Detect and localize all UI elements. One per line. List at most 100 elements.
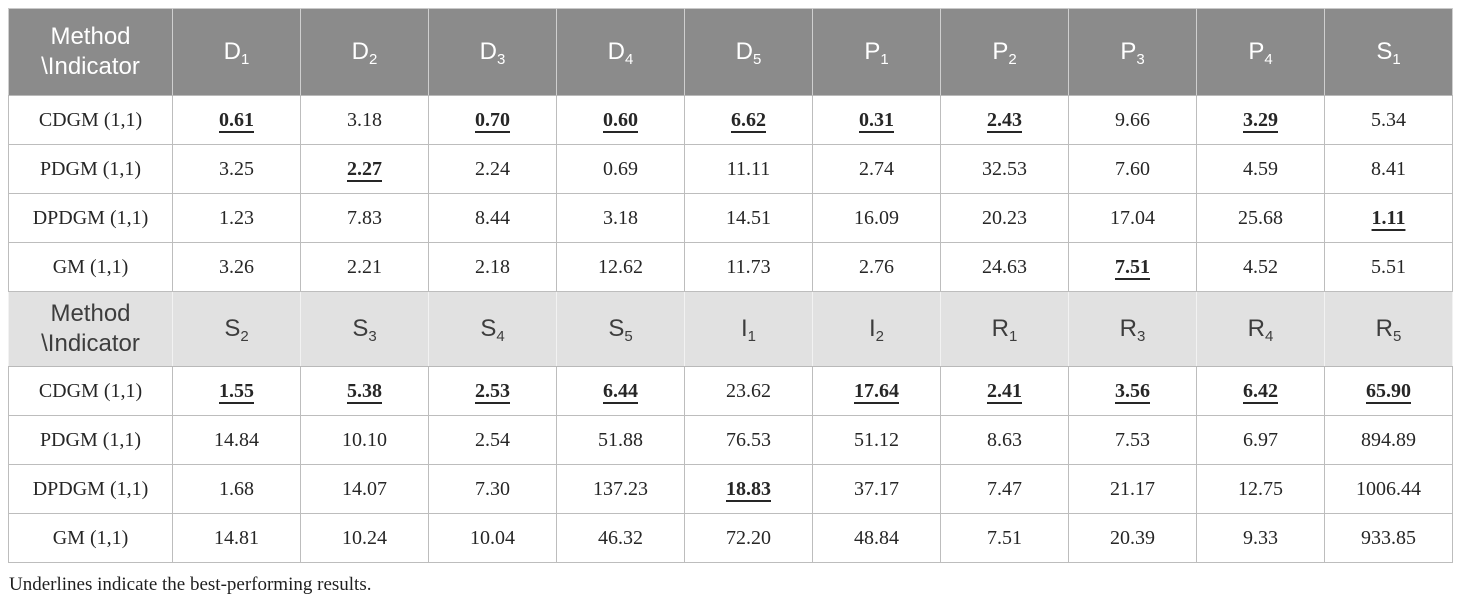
value-cell: 3.25 <box>172 144 301 194</box>
value-cell: 24.63 <box>940 242 1069 292</box>
value-cell: 14.07 <box>300 464 429 514</box>
value-cell: 23.62 <box>684 366 813 416</box>
value-cell-best: 7.51 <box>1068 242 1197 292</box>
column-header-D3: D3 <box>428 8 557 96</box>
value-cell: 1.68 <box>172 464 301 514</box>
value-cell: 3.26 <box>172 242 301 292</box>
value-cell: 12.75 <box>1196 464 1325 514</box>
value-cell-best: 1.11 <box>1324 193 1453 243</box>
column-header-P3: P3 <box>1068 8 1197 96</box>
value-cell: 51.12 <box>812 415 941 465</box>
table-row: CDGM (1,1) 0.61 3.18 0.70 0.60 6.62 0.31 2.43 9.… <box>8 95 1453 145</box>
column-header-S5: S5 <box>556 291 685 367</box>
value-cell: 2.54 <box>428 415 557 465</box>
value-cell-best: 0.61 <box>172 95 301 145</box>
value-cell: 20.39 <box>1068 513 1197 563</box>
value-cell-best: 1.55 <box>172 366 301 416</box>
value-cell-best: 2.27 <box>300 144 429 194</box>
value-cell: 2.74 <box>812 144 941 194</box>
value-cell: 7.47 <box>940 464 1069 514</box>
results-table: Method \Indicator D1 D2 D3 D4 D5 P1 P2 P3 P4 S1 CDGM… <box>8 8 1453 563</box>
value-cell: 8.41 <box>1324 144 1453 194</box>
value-cell: 9.33 <box>1196 513 1325 563</box>
value-cell: 1.23 <box>172 193 301 243</box>
method-cell: PDGM (1,1) <box>8 415 173 465</box>
value-cell-best: 0.31 <box>812 95 941 145</box>
table-row: DPDGM (1,1) 1.68 14.07 7.30 137.23 18.83 37.17… <box>8 464 1453 514</box>
value-cell: 21.17 <box>1068 464 1197 514</box>
value-cell: 7.30 <box>428 464 557 514</box>
value-cell: 10.04 <box>428 513 557 563</box>
value-cell: 7.60 <box>1068 144 1197 194</box>
value-cell: 37.17 <box>812 464 941 514</box>
column-header-S3: S3 <box>300 291 429 367</box>
value-cell-best: 6.62 <box>684 95 813 145</box>
value-cell: 3.18 <box>300 95 429 145</box>
method-cell: GM (1,1) <box>8 513 173 563</box>
value-cell: 4.59 <box>1196 144 1325 194</box>
value-cell: 137.23 <box>556 464 685 514</box>
column-header-R4: R4 <box>1196 291 1325 367</box>
column-header-P1: P1 <box>812 8 941 96</box>
value-cell: 0.69 <box>556 144 685 194</box>
value-cell-best: 3.29 <box>1196 95 1325 145</box>
column-header-R1: R1 <box>940 291 1069 367</box>
value-cell: 48.84 <box>812 513 941 563</box>
value-cell: 8.63 <box>940 415 1069 465</box>
value-cell: 72.20 <box>684 513 813 563</box>
method-cell: GM (1,1) <box>8 242 173 292</box>
column-header-D1: D1 <box>172 8 301 96</box>
value-cell-best: 17.64 <box>812 366 941 416</box>
column-header-S1: S1 <box>1324 8 1453 96</box>
table-row: CDGM (1,1) 1.55 5.38 2.53 6.44 23.62 17.64 2.41… <box>8 366 1453 416</box>
column-header-D4: D4 <box>556 8 685 96</box>
value-cell: 6.97 <box>1196 415 1325 465</box>
value-cell: 2.24 <box>428 144 557 194</box>
value-cell: 16.09 <box>812 193 941 243</box>
value-cell: 8.44 <box>428 193 557 243</box>
method-cell: CDGM (1,1) <box>8 366 173 416</box>
method-cell: DPDGM (1,1) <box>8 193 173 243</box>
value-cell-best: 65.90 <box>1324 366 1453 416</box>
corner-header-method-indicator: Method \Indicator <box>8 291 173 367</box>
value-cell: 4.52 <box>1196 242 1325 292</box>
column-header-S2: S2 <box>172 291 301 367</box>
column-header-D5: D5 <box>684 8 813 96</box>
value-cell: 7.53 <box>1068 415 1197 465</box>
value-cell: 933.85 <box>1324 513 1453 563</box>
value-cell: 17.04 <box>1068 193 1197 243</box>
method-cell: CDGM (1,1) <box>8 95 173 145</box>
value-cell-best: 5.38 <box>300 366 429 416</box>
table-row: GM (1,1) 14.81 10.24 10.04 46.32 72.20 48.84 7.… <box>8 513 1453 563</box>
value-cell: 14.84 <box>172 415 301 465</box>
value-cell: 25.68 <box>1196 193 1325 243</box>
table-footnote: Underlines indicate the best-performing … <box>9 574 372 595</box>
value-cell: 51.88 <box>556 415 685 465</box>
value-cell: 9.66 <box>1068 95 1197 145</box>
value-cell: 2.18 <box>428 242 557 292</box>
value-cell: 5.34 <box>1324 95 1453 145</box>
value-cell: 14.51 <box>684 193 813 243</box>
table-row: PDGM (1,1) 14.84 10.10 2.54 51.88 76.53 51.12 8… <box>8 415 1453 465</box>
value-cell-best: 6.44 <box>556 366 685 416</box>
value-cell: 12.62 <box>556 242 685 292</box>
value-cell: 5.51 <box>1324 242 1453 292</box>
value-cell-best: 2.41 <box>940 366 1069 416</box>
value-cell: 10.24 <box>300 513 429 563</box>
method-cell: DPDGM (1,1) <box>8 464 173 514</box>
value-cell: 11.73 <box>684 242 813 292</box>
table-row: GM (1,1) 3.26 2.21 2.18 12.62 11.73 2.76 24.63 7… <box>8 242 1453 292</box>
column-header-I2: I2 <box>812 291 941 367</box>
column-header-P2: P2 <box>940 8 1069 96</box>
value-cell: 7.83 <box>300 193 429 243</box>
column-header-I1: I1 <box>684 291 813 367</box>
header-row-1: Method \Indicator D1 D2 D3 D4 D5 P1 P2 P3 P4 S1 <box>8 8 1453 96</box>
column-header-D2: D2 <box>300 8 429 96</box>
value-cell: 32.53 <box>940 144 1069 194</box>
value-cell: 76.53 <box>684 415 813 465</box>
method-cell: PDGM (1,1) <box>8 144 173 194</box>
value-cell: 7.51 <box>940 513 1069 563</box>
value-cell-best: 2.53 <box>428 366 557 416</box>
value-cell: 10.10 <box>300 415 429 465</box>
value-cell: 2.21 <box>300 242 429 292</box>
